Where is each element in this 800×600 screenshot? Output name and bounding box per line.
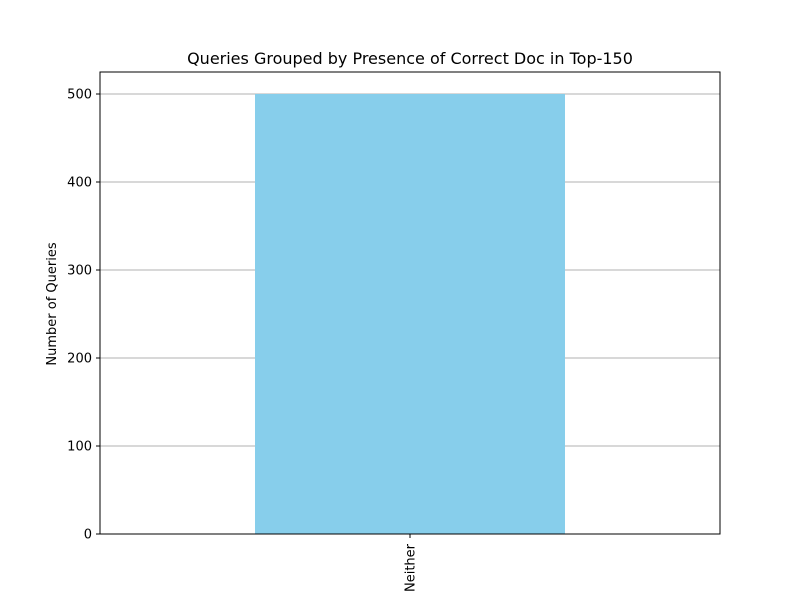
y-tick-label: 0 — [84, 528, 92, 543]
y-tick-label: 300 — [67, 264, 92, 279]
y-axis-ticks: 0 100 200 300 400 500 — [67, 88, 100, 543]
chart-title: Queries Grouped by Presence of Correct D… — [187, 49, 633, 68]
x-tick-label: Neither — [404, 543, 419, 592]
x-axis-ticks: Neither — [404, 534, 419, 592]
bars — [255, 94, 565, 534]
y-axis-label: Number of Queries — [45, 242, 60, 365]
y-tick-label: 400 — [67, 176, 92, 191]
y-tick-label: 100 — [67, 440, 92, 455]
plot-frame — [99, 71, 721, 535]
bar-neither — [255, 94, 565, 534]
y-tick-label: 500 — [67, 88, 92, 103]
y-tick-label: 200 — [67, 352, 92, 367]
